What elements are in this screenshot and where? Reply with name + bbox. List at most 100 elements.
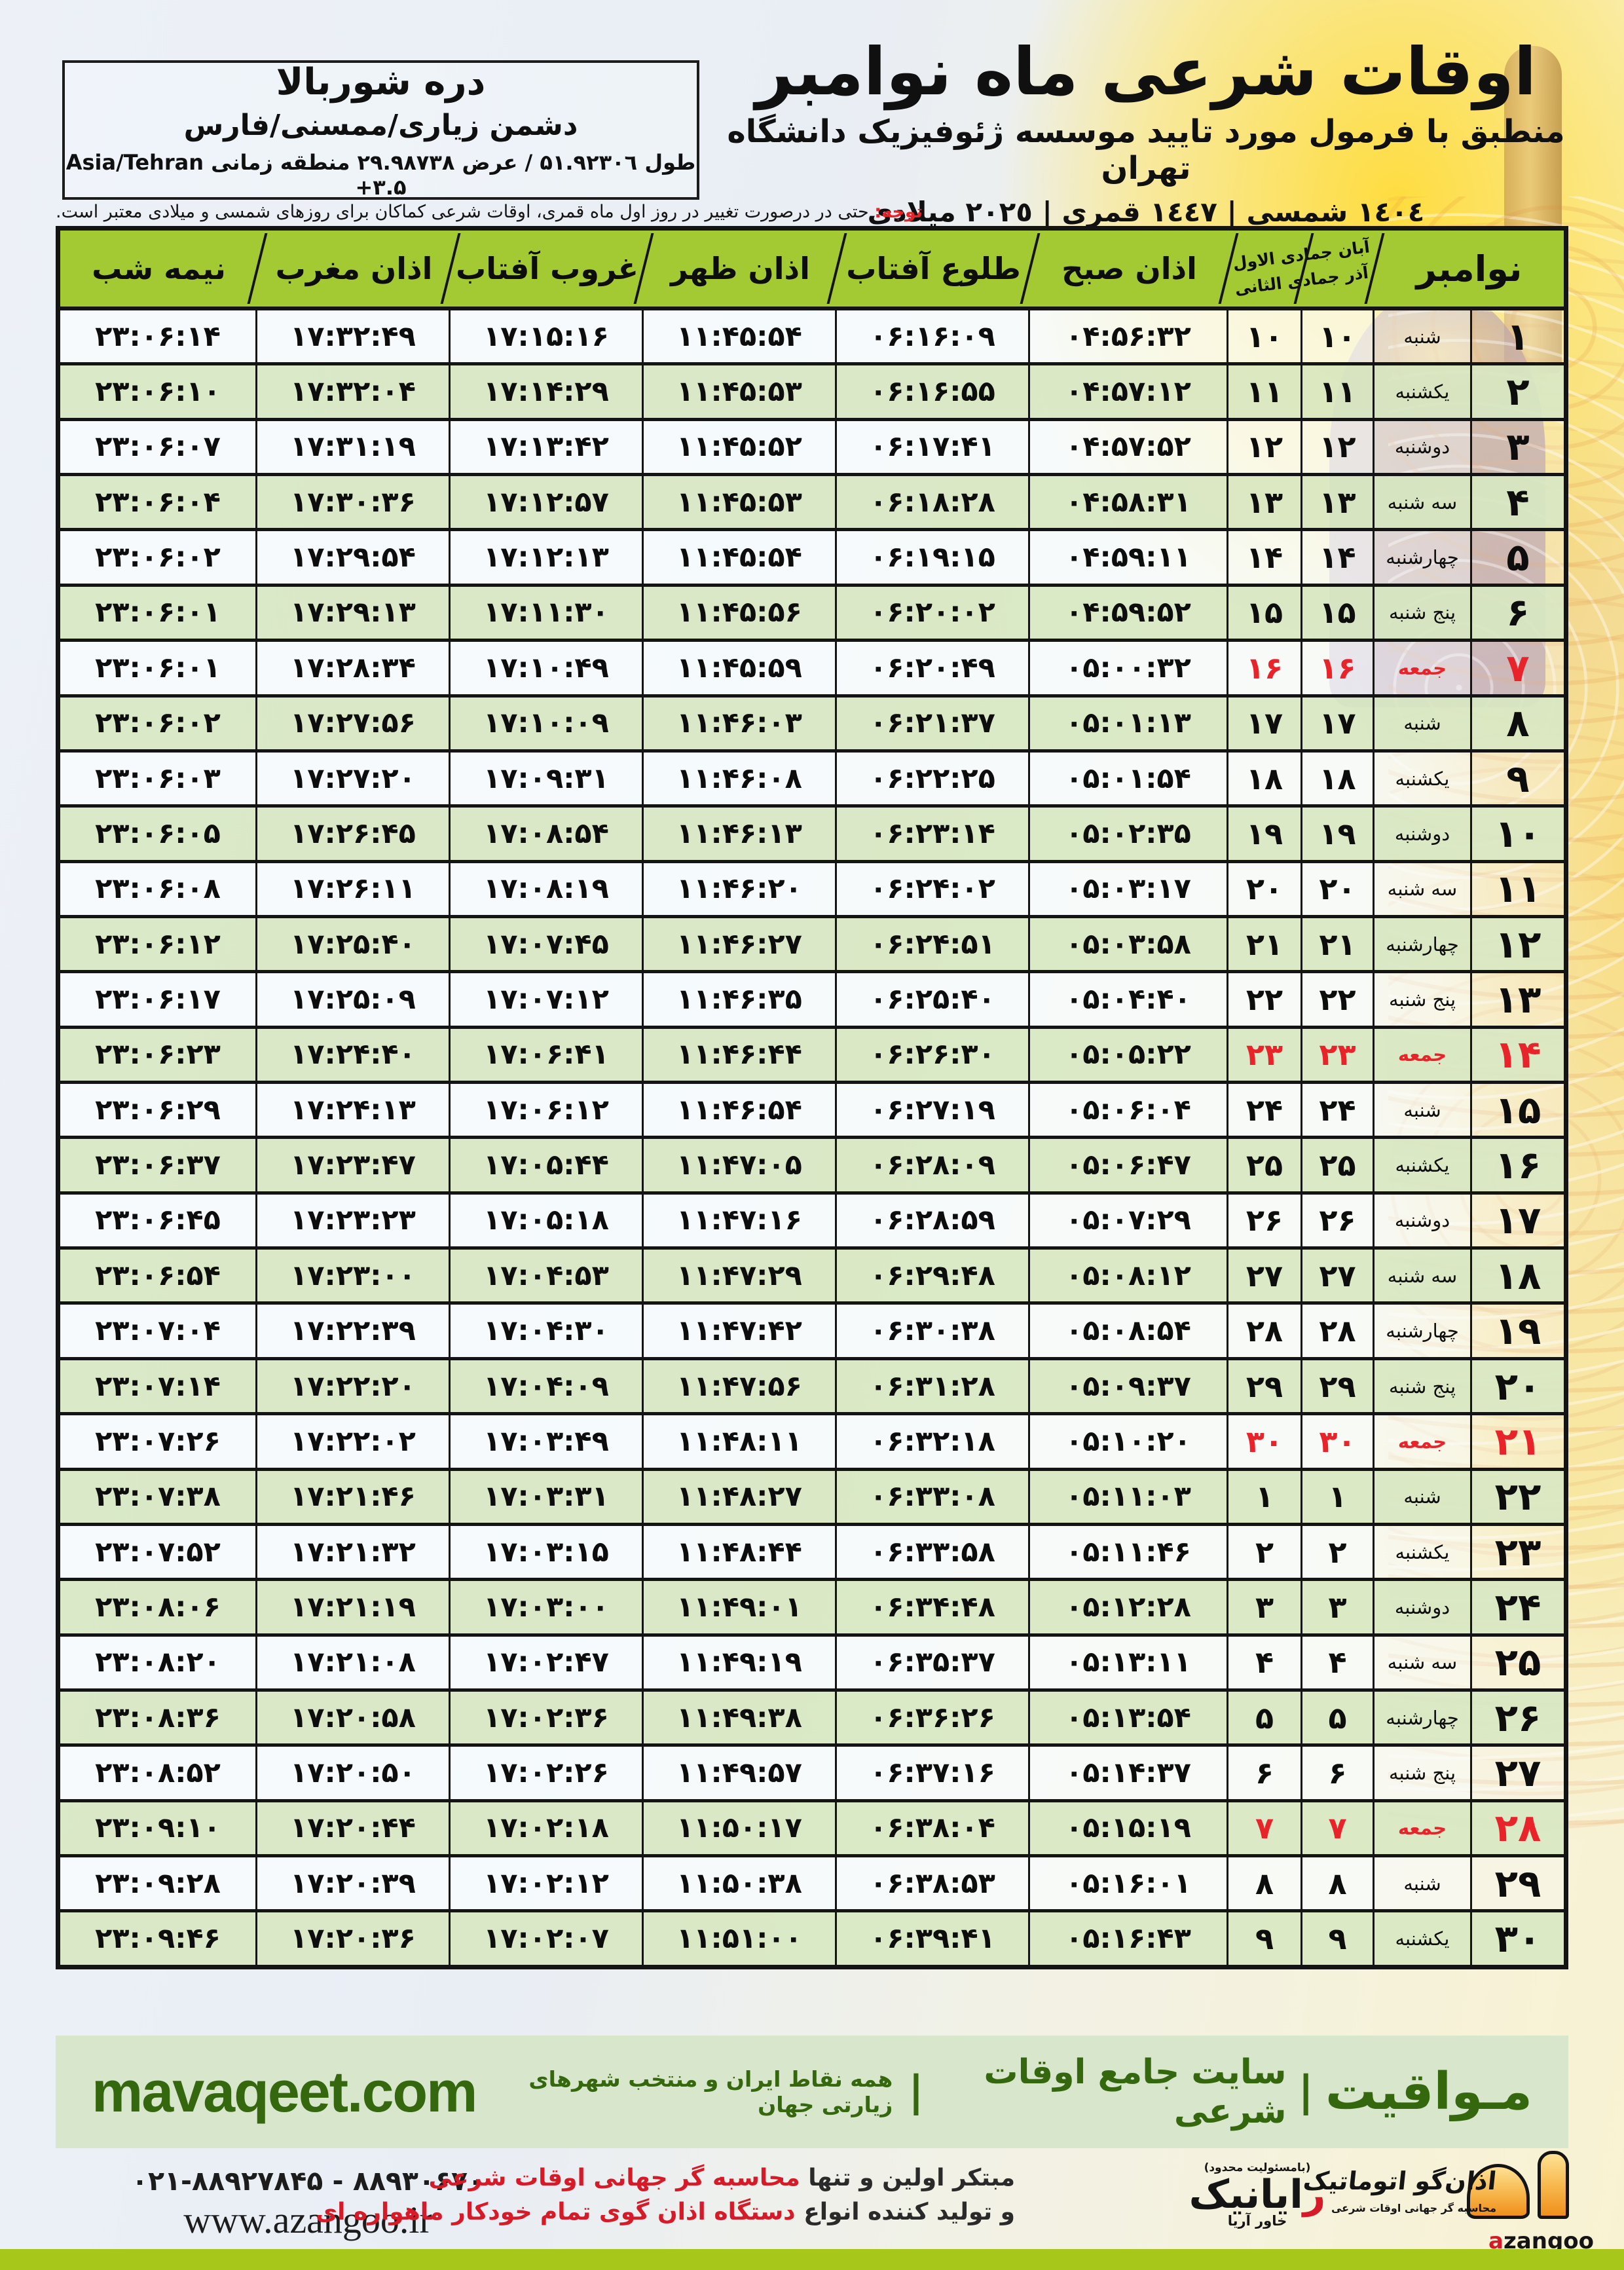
cell-tolu-aftab: ۰۶:۳۴:۴۸ (837, 1581, 1030, 1633)
cell-nimeh-shab: ۲۳:۰۶:۵۴ (60, 1250, 257, 1302)
cell-november-day: ۲۵ (1472, 1636, 1564, 1688)
cell-azan-sobh: ۰۵:۱۳:۵۴ (1030, 1691, 1228, 1744)
cell-november-day: ۳۰ (1472, 1912, 1564, 1965)
cell-weekday: یکشنبه (1375, 1912, 1472, 1965)
cell-november-day: ۱۲ (1472, 918, 1564, 971)
cell-november-day: ۲۳ (1472, 1525, 1564, 1578)
cell-tolu-aftab: ۰۶:۳۹:۴۱ (837, 1912, 1030, 1965)
cell-azan-maghreb: ۱۷:۲۰:۳۶ (257, 1912, 451, 1965)
table-row: ۲۵ سه شنبه ۴ ۴ ۰۵:۱۳:۱۱ ۰۶:۳۵:۳۷ ۱۱:۴۹:۱۹ ۱۷:۰۲… (60, 1633, 1564, 1688)
cell-nimeh-shab: ۲۳:۰۶:۰۲ (60, 697, 257, 749)
cell-azan-sobh: ۰۵:۱۶:۰۱ (1030, 1857, 1228, 1910)
cell-azan-zohr: ۱۱:۴۵:۵۳ (644, 365, 837, 418)
cell-aban-azar-day: ۱۰ (1302, 310, 1375, 363)
brand-name-fa: مـواقیت (1325, 2062, 1532, 2121)
cell-aban-azar-day: ۲۴ (1302, 1084, 1375, 1136)
column-header-month-days: آبان جمادی الاول آذر جمادی الثانی (1228, 231, 1375, 307)
table-row: ۱۹ چهارشنبه ۲۸ ۲۸ ۰۵:۰۸:۵۴ ۰۶:۳۰:۳۸ ۱۱:۴۷:۴۲ ۱۷… (60, 1301, 1564, 1357)
cell-aban-azar-day: ۷ (1302, 1802, 1375, 1855)
cell-azan-maghreb: ۱۷:۲۲:۳۹ (257, 1305, 451, 1357)
table-row: ۱۷ دوشنبه ۲۶ ۲۶ ۰۵:۰۷:۲۹ ۰۶:۲۸:۵۹ ۱۱:۴۷:۱۶ ۱۷:۰… (60, 1191, 1564, 1247)
header: اوقات شرعی ماه نوامبر منطبق با فرمول مور… (694, 34, 1598, 228)
location-coordinates: طول ۵۱.۹۲۳۰٦ / عرض ۲۹.۹۸۷۳۸ منطقه زمانی … (65, 149, 696, 200)
cell-november-day: ۲۲ (1472, 1470, 1564, 1523)
azangoo-persian-name-block: اذان‌گو اتوماتیک محاسبه گر جهانی اوقات ش… (1302, 2167, 1498, 2214)
cell-ghorub-aftab: ۱۷:۰۴:۵۳ (451, 1250, 644, 1302)
column-header-azan-sobh: اذان صبح (1030, 231, 1228, 307)
cell-azan-zohr: ۱۱:۴۷:۴۲ (644, 1305, 837, 1357)
cell-azan-sobh: ۰۵:۱۲:۲۸ (1030, 1581, 1228, 1633)
cell-weekday: چهارشنبه (1375, 918, 1472, 971)
cell-tolu-aftab: ۰۶:۲۸:۵۹ (837, 1194, 1030, 1247)
cell-jomadi-day: ۲۷ (1228, 1250, 1302, 1302)
cell-azan-sobh: ۰۵:۰۸:۵۴ (1030, 1305, 1228, 1357)
cell-azan-zohr: ۱۱:۴۵:۵۹ (644, 642, 837, 694)
cell-aban-azar-day: ۲۳ (1302, 1028, 1375, 1081)
cell-nimeh-shab: ۲۳:۰۶:۰۱ (60, 642, 257, 694)
cell-weekday: سه شنبه (1375, 1250, 1472, 1302)
cell-ghorub-aftab: ۱۷:۰۲:۲۶ (451, 1747, 644, 1799)
rayanik-subtitle: خاور آریا (1227, 2213, 1287, 2229)
cell-jomadi-day: ۱۷ (1228, 697, 1302, 749)
table-row: ۲۸ جمعه ۷ ۷ ۰۵:۱۵:۱۹ ۰۶:۳۸:۰۴ ۱۱:۵۰:۱۷ ۱۷:۰۲:۱۸… (60, 1798, 1564, 1855)
cell-azan-maghreb: ۱۷:۲۰:۴۴ (257, 1802, 451, 1855)
cell-november-day: ۲۱ (1472, 1415, 1564, 1468)
cell-azan-sobh: ۰۵:۰۳:۵۸ (1030, 918, 1228, 971)
cell-azan-maghreb: ۱۷:۲۳:۰۰ (257, 1250, 451, 1302)
cell-weekday: پنج شنبه (1375, 586, 1472, 639)
cell-nimeh-shab: ۲۳:۰۷:۰۴ (60, 1305, 257, 1357)
cell-jomadi-day: ۱۸ (1228, 752, 1302, 805)
cell-november-day: ۱۱ (1472, 863, 1564, 915)
cell-nimeh-shab: ۲۳:۰۹:۱۰ (60, 1802, 257, 1855)
table-row: ۲۹ شنبه ۸ ۸ ۰۵:۱۶:۰۱ ۰۶:۳۸:۵۳ ۱۱:۵۰:۳۸ ۱۷:۰۲:۱۲… (60, 1854, 1564, 1910)
cell-azan-zohr: ۱۱:۴۵:۵۶ (644, 586, 837, 639)
cell-azan-maghreb: ۱۷:۲۰:۵۸ (257, 1691, 451, 1744)
cell-aban-azar-day: ۳ (1302, 1581, 1375, 1633)
cell-tolu-aftab: ۰۶:۳۸:۵۳ (837, 1857, 1030, 1910)
cell-tolu-aftab: ۰۶:۲۵:۴۰ (837, 973, 1030, 1026)
table-row: ۲۳ یکشنبه ۲ ۲ ۰۵:۱۱:۴۶ ۰۶:۳۳:۵۸ ۱۱:۴۸:۴۴ ۱۷:۰۳:… (60, 1522, 1564, 1578)
cell-weekday: دوشنبه (1375, 1194, 1472, 1247)
cell-azan-sobh: ۰۴:۵۸:۳۱ (1030, 476, 1228, 529)
cell-azan-sobh: ۰۵:۱۱:۴۶ (1030, 1525, 1228, 1578)
cell-nimeh-shab: ۲۳:۰۶:۱۴ (60, 310, 257, 363)
cell-tolu-aftab: ۰۶:۱۶:۰۹ (837, 310, 1030, 363)
cell-november-day: ۱۷ (1472, 1194, 1564, 1247)
cell-nimeh-shab: ۲۳:۰۶:۴۵ (60, 1194, 257, 1247)
cell-ghorub-aftab: ۱۷:۱۰:۴۹ (451, 642, 644, 694)
cell-azan-maghreb: ۱۷:۲۳:۲۳ (257, 1194, 451, 1247)
table-row: ۳۰ یکشنبه ۹ ۹ ۰۵:۱۶:۴۳ ۰۶:۳۹:۴۱ ۱۱:۵۱:۰۰ ۱۷:۰۲:… (60, 1909, 1564, 1965)
cell-azan-maghreb: ۱۷:۲۶:۱۱ (257, 863, 451, 915)
cell-tolu-aftab: ۰۶:۳۱:۲۸ (837, 1360, 1030, 1413)
promo-line1-black: مبتکر اولین و تنها (800, 2165, 1015, 2191)
cell-azan-zohr: ۱۱:۴۷:۱۶ (644, 1194, 837, 1247)
promo-text: مبتکر اولین و تنها محاسبه گر جهانی اوقات… (316, 2161, 1015, 2229)
cell-ghorub-aftab: ۱۷:۰۳:۰۰ (451, 1581, 644, 1633)
table-row: ۸ شنبه ۱۷ ۱۷ ۰۵:۰۱:۱۳ ۰۶:۲۱:۳۷ ۱۱:۴۶:۰۳ ۱۷:۱۰:۰… (60, 694, 1564, 749)
cell-aban-azar-day: ۲۷ (1302, 1250, 1375, 1302)
cell-azan-maghreb: ۱۷:۲۹:۵۴ (257, 531, 451, 584)
cell-azan-maghreb: ۱۷:۲۰:۵۰ (257, 1747, 451, 1799)
cell-weekday: سه شنبه (1375, 863, 1472, 915)
cell-nimeh-shab: ۲۳:۰۷:۲۶ (60, 1415, 257, 1468)
table-row: ۱۱ سه شنبه ۲۰ ۲۰ ۰۵:۰۳:۱۷ ۰۶:۲۴:۰۲ ۱۱:۴۶:۲۰ ۱۷:… (60, 859, 1564, 915)
promo-line2-black: و تولید کننده انواع (795, 2199, 1015, 2226)
calendar-years: ١٤٠٤ شمسی | ١٤٤٧ قمری | ٢٠٢٥ میلادی (867, 196, 1425, 228)
cell-nimeh-shab: ۲۳:۰۶:۰۳ (60, 752, 257, 805)
table-body: ۱ شنبه ۱۰ ۱۰ ۰۴:۵۶:۳۲ ۰۶:۱۶:۰۹ ۱۱:۴۵:۵۴ ۱۷:۱۵:۱… (60, 310, 1564, 1965)
cell-ghorub-aftab: ۱۷:۱۳:۴۲ (451, 420, 644, 474)
cell-azan-maghreb: ۱۷:۲۲:۲۰ (257, 1360, 451, 1413)
cell-aban-azar-day: ۲ (1302, 1525, 1375, 1578)
cell-azan-maghreb: ۱۷:۳۲:۰۴ (257, 365, 451, 418)
cell-weekday: پنج شنبه (1375, 973, 1472, 1026)
cell-azan-sobh: ۰۵:۰۷:۲۹ (1030, 1194, 1228, 1247)
cell-weekday: جمعه (1375, 642, 1472, 694)
cell-weekday: دوشنبه (1375, 420, 1472, 474)
cell-azan-zohr: ۱۱:۴۶:۲۰ (644, 863, 837, 915)
cell-jomadi-day: ۵ (1228, 1691, 1302, 1744)
cell-jomadi-day: ۷ (1228, 1802, 1302, 1855)
cell-jomadi-day: ۲۶ (1228, 1194, 1302, 1247)
cell-ghorub-aftab: ۱۷:۰۳:۳۱ (451, 1470, 644, 1523)
column-header-azan-zohr: اذان ظهر (644, 231, 837, 307)
cell-azan-sobh: ۰۵:۰۵:۲۲ (1030, 1028, 1228, 1081)
